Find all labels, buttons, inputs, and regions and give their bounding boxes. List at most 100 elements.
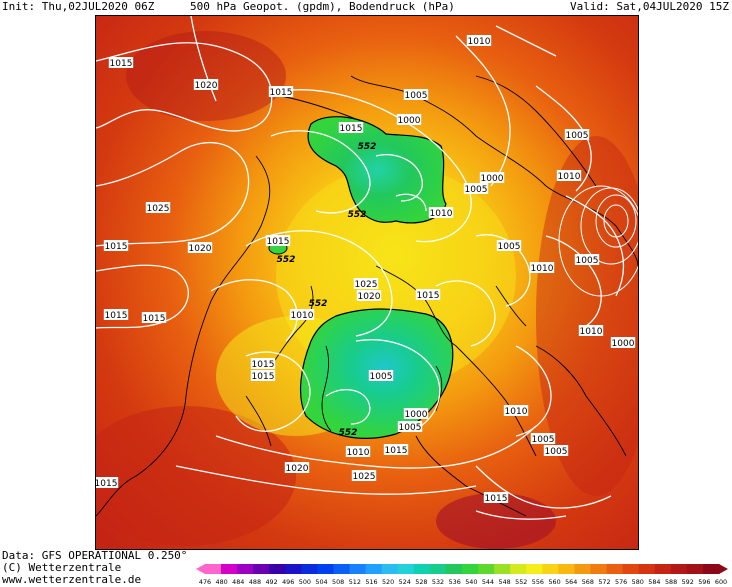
isobar-label: 1005 <box>564 129 590 141</box>
scale-swatch <box>686 564 704 574</box>
svg-text:1010: 1010 <box>580 327 603 337</box>
scale-swatch <box>606 564 624 574</box>
scale-tick-label: 540 <box>465 578 478 586</box>
svg-text:1015: 1015 <box>252 372 275 382</box>
svg-text:1005: 1005 <box>370 372 393 382</box>
svg-text:1010: 1010 <box>558 172 581 182</box>
svg-text:1020: 1020 <box>195 81 218 91</box>
isobars <box>96 16 625 520</box>
scale-swatch <box>558 564 575 574</box>
svg-text:1020: 1020 <box>358 292 381 302</box>
chart-title: 500 hPa Geopot. (gpdm), Bodendruck (hPa) <box>190 0 455 13</box>
isobar-label: 1015 <box>383 444 409 456</box>
isobar-label: 1005 <box>574 254 600 266</box>
scale-swatch <box>349 564 367 574</box>
isobar-label: 1005 <box>463 183 489 195</box>
scale-tick-label: 536 <box>448 578 461 586</box>
isobar-label: 1005 <box>543 445 569 457</box>
svg-text:1025: 1025 <box>355 280 378 290</box>
scale-swatch <box>333 564 351 574</box>
svg-text:1025: 1025 <box>353 472 376 482</box>
valid-time-label: Valid: Sat,04JUL2020 15Z <box>570 0 729 13</box>
scale-tick-label: 484 <box>232 578 245 586</box>
isobar-label: 1020 <box>284 462 310 474</box>
scale-swatch <box>445 564 463 574</box>
svg-text:1000: 1000 <box>612 339 635 349</box>
scale-swatch <box>221 564 238 574</box>
svg-text:1015: 1015 <box>267 237 290 247</box>
scale-swatch <box>365 564 383 574</box>
isobar-label: 1015 <box>250 358 276 370</box>
scale-swatch <box>429 564 447 574</box>
isobar-label: 1015 <box>103 309 129 321</box>
scale-swatch <box>542 564 559 574</box>
isobar-label: 1000 <box>610 337 636 349</box>
scale-swatch <box>654 564 672 574</box>
svg-text:1010: 1010 <box>347 448 370 458</box>
isobar-label: 1000 <box>479 172 505 184</box>
isobar-label: 1005 <box>397 421 423 433</box>
scale-tick-label: 520 <box>381 578 395 586</box>
scale-swatch <box>478 564 495 574</box>
svg-text:1005: 1005 <box>399 423 422 433</box>
isobar-label: 1010 <box>289 309 315 321</box>
isobar-label: 1010 <box>503 405 529 417</box>
isobar-label: 1005 <box>530 433 556 445</box>
isobar-label: 1020 <box>187 242 213 254</box>
scale-arrow-right <box>719 564 728 574</box>
geopotential-contour-label: 552 <box>348 210 367 220</box>
scale-tick-label: 492 <box>265 578 278 586</box>
svg-text:1005: 1005 <box>545 447 568 457</box>
geopotential-contour-label: 552 <box>358 142 377 152</box>
svg-text:1015: 1015 <box>96 479 117 489</box>
svg-text:1010: 1010 <box>505 407 528 417</box>
isobar-label: 1000 <box>403 408 429 420</box>
scale-tick-label: 580 <box>631 578 644 586</box>
isobar-label: 1010 <box>345 446 371 458</box>
scale-tick-label: 500 <box>298 578 311 586</box>
scale-tick-label: 508 <box>332 578 345 586</box>
svg-text:1015: 1015 <box>485 494 508 504</box>
isobar-label: 1010 <box>428 207 454 219</box>
svg-text:1015: 1015 <box>270 88 293 98</box>
isobar-label: 1015 <box>108 57 134 69</box>
isobar-label: 1015 <box>483 492 509 504</box>
geopotential-labels: 552 552 552 552 552 <box>277 142 377 438</box>
color-scale-labels: 476 480 484 488 492 496 500 504 508 512 516 520 524 5… <box>199 578 727 587</box>
svg-text:1010: 1010 <box>468 37 491 47</box>
scale-swatch <box>702 564 720 574</box>
scale-tick-label: 516 <box>365 578 378 586</box>
svg-text:1020: 1020 <box>189 244 212 254</box>
scale-swatch <box>285 564 302 574</box>
scale-swatch <box>381 564 399 574</box>
isobar-label: 1025 <box>353 278 379 290</box>
svg-text:1015: 1015 <box>110 59 133 69</box>
svg-text:1015: 1015 <box>252 360 275 370</box>
copyright-label: (C) Wetterzentrale <box>2 561 122 574</box>
svg-text:1010: 1010 <box>531 264 554 274</box>
scale-tick-label: 588 <box>664 578 678 586</box>
isobar-label: 1015 <box>415 289 441 301</box>
scale-swatch <box>413 564 431 574</box>
svg-text:1000: 1000 <box>481 174 504 184</box>
isobar-label: 1015 <box>265 235 291 247</box>
isobar-label: 1010 <box>578 325 604 337</box>
svg-text:1015: 1015 <box>105 242 128 252</box>
scale-tick-label: 488 <box>248 578 262 586</box>
scale-tick-label: 548 <box>498 578 511 586</box>
svg-text:1020: 1020 <box>286 464 309 474</box>
scale-swatch <box>301 564 318 574</box>
website-label: www.wetterzentrale.de <box>2 573 142 586</box>
scale-tick-label: 532 <box>431 578 445 586</box>
scale-tick-label: 496 <box>282 578 295 586</box>
isobar-label: 1025 <box>145 202 171 214</box>
svg-text:1010: 1010 <box>430 209 453 219</box>
hot-region-south <box>436 493 556 549</box>
isobar-cluster-east <box>558 185 638 297</box>
color-scale-bar <box>196 564 728 574</box>
pressure-labels: 1010101510151020101510051000100510101000… <box>96 35 636 504</box>
scale-swatch <box>269 564 286 574</box>
geopotential-contour-label: 552 <box>309 299 328 309</box>
isobar-label: 1015 <box>338 122 364 134</box>
scale-swatch <box>526 564 543 574</box>
